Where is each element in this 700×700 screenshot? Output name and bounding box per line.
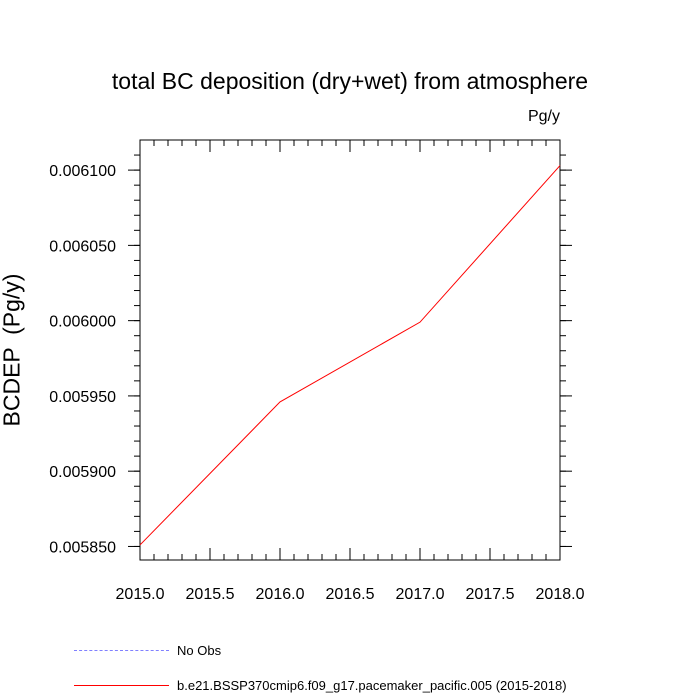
legend-label: No Obs	[177, 642, 222, 658]
y-tick-label: 0.005950	[49, 389, 116, 406]
x-tick-label: 2017.0	[396, 586, 445, 603]
x-tick-label: 2015.0	[116, 586, 165, 603]
y-tick-label: 0.006000	[49, 314, 116, 331]
y-tick-label: 0.005850	[49, 539, 116, 556]
legend-item-series: b.e21.BSSP370cmip6.f09_g17.pacemaker_pac…	[74, 675, 567, 695]
series-line	[139, 165, 561, 546]
legend-swatch-dashed	[74, 649, 169, 651]
y-tick-label: 0.006050	[49, 238, 116, 255]
x-tick-label: 2015.5	[186, 586, 235, 603]
plot-frame	[139, 139, 561, 561]
legend-item-no-obs: No Obs	[74, 640, 221, 660]
x-tick-label: 2018.0	[536, 586, 585, 603]
x-tick-label: 2016.0	[256, 586, 305, 603]
legend-label: b.e21.BSSP370cmip6.f09_g17.pacemaker_pac…	[177, 677, 567, 693]
x-tick-label: 2016.5	[326, 586, 375, 603]
x-tick-label: 2017.5	[466, 586, 515, 603]
legend-swatch-solid	[74, 684, 169, 686]
y-tick-label: 0.006100	[49, 163, 116, 180]
units-label: Pg/y	[527, 108, 560, 125]
chart-title: total BC deposition (dry+wet) from atmos…	[111, 68, 589, 94]
y-tick-label: 0.005900	[49, 464, 116, 481]
